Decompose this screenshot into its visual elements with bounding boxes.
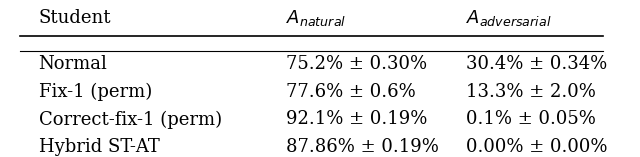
Text: 0.00% ± 0.00%: 0.00% ± 0.00% xyxy=(466,138,608,156)
Text: $A_{natural}$: $A_{natural}$ xyxy=(287,8,347,28)
Text: 0.1% ± 0.05%: 0.1% ± 0.05% xyxy=(466,110,596,128)
Text: 30.4% ± 0.34%: 30.4% ± 0.34% xyxy=(466,55,607,73)
Text: Fix-1 (perm): Fix-1 (perm) xyxy=(38,83,152,101)
Text: Correct-fix-1 (perm): Correct-fix-1 (perm) xyxy=(38,110,221,129)
Text: Hybrid ST-AT: Hybrid ST-AT xyxy=(38,138,159,156)
Text: $A_{adversarial}$: $A_{adversarial}$ xyxy=(466,8,552,28)
Text: Normal: Normal xyxy=(38,55,108,73)
Text: 13.3% ± 2.0%: 13.3% ± 2.0% xyxy=(466,83,596,101)
Text: 77.6% ± 0.6%: 77.6% ± 0.6% xyxy=(287,83,416,101)
Text: 87.86% ± 0.19%: 87.86% ± 0.19% xyxy=(287,138,439,156)
Text: Student: Student xyxy=(38,9,111,27)
Text: 75.2% ± 0.30%: 75.2% ± 0.30% xyxy=(287,55,428,73)
Text: 92.1% ± 0.19%: 92.1% ± 0.19% xyxy=(287,110,428,128)
